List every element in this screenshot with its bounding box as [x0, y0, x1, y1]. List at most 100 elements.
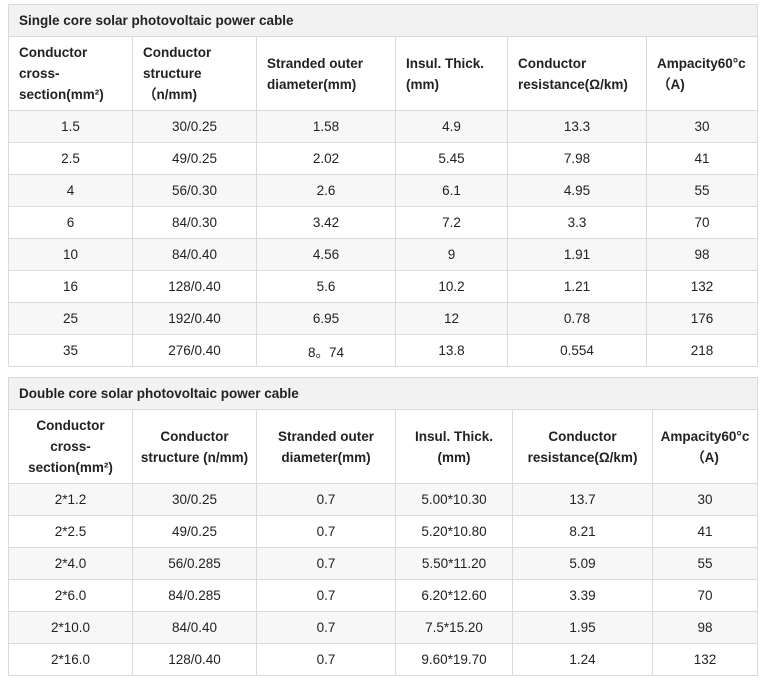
table-row: 25 192/0.40 6.95 12 0.78 176	[8, 302, 759, 335]
table-cell: 1.91	[507, 238, 647, 271]
table-cell: 30/0.25	[132, 110, 257, 143]
table-cell: 7.98	[507, 142, 647, 175]
table-row: 16 128/0.40 5.6 10.2 1.21 132	[8, 270, 759, 303]
table-cell: 1.5	[8, 110, 133, 143]
column-header: Stranded outer diameter(mm)	[256, 36, 396, 111]
table-cell: 5.20*10.80	[395, 515, 513, 548]
table-cell: 128/0.40	[132, 643, 257, 676]
table-cell: 98	[645, 238, 759, 271]
table-cell: 2*6.0	[8, 579, 133, 612]
table-cell: 13.8	[395, 334, 508, 367]
table-cell: 98	[652, 611, 758, 644]
table-cell: 4.95	[507, 174, 647, 207]
table-cell: 0.7	[256, 643, 396, 676]
table-cell: 176	[645, 302, 759, 335]
table-cell: 3.42	[256, 206, 396, 239]
table-cell: 4.56	[256, 238, 396, 271]
table-cell: 0.554	[507, 334, 647, 367]
table-cell: 192/0.40	[132, 302, 257, 335]
table-cell: 132	[652, 643, 758, 676]
table-cell: 2*1.2	[8, 483, 133, 516]
table-cell: 70	[652, 579, 758, 612]
table-cell: 41	[652, 515, 758, 548]
column-header: Insul. Thick. (mm)	[395, 36, 508, 111]
column-header: Conductor cross-section(mm²)	[8, 409, 133, 484]
single-core-cable-table: Single core solar photovoltaic power cab…	[7, 4, 759, 367]
table-cell: 3.3	[507, 206, 647, 239]
table-cell: 9.60*19.70	[395, 643, 513, 676]
table-cell: 5.09	[512, 547, 653, 580]
column-header: Insul. Thick. (mm)	[395, 409, 513, 484]
table-cell: 16	[8, 270, 133, 303]
table-cell: 0.7	[256, 579, 396, 612]
table-cell: 49/0.25	[132, 142, 257, 175]
table-cell: 2*2.5	[8, 515, 133, 548]
table-header-row: Conductor cross-section(mm²) Conductor s…	[8, 36, 759, 111]
table-cell: 0.7	[256, 611, 396, 644]
table-cell: 7.2	[395, 206, 508, 239]
table-cell: 35	[8, 334, 133, 367]
table-cell: 13.3	[507, 110, 647, 143]
table-row: 10 84/0.40 4.56 9 1.91 98	[8, 238, 759, 271]
table-row: 2*2.5 49/0.25 0.7 5.20*10.80 8.21 41	[8, 515, 758, 548]
table-row: 2.5 49/0.25 2.02 5.45 7.98 41	[8, 142, 759, 175]
table-cell: 0.7	[256, 547, 396, 580]
table-cell: 1.95	[512, 611, 653, 644]
table-cell: 84/0.30	[132, 206, 257, 239]
table-cell: 2.02	[256, 142, 396, 175]
table-cell: 9	[395, 238, 508, 271]
table-cell: 6.95	[256, 302, 396, 335]
table-cell: 84/0.40	[132, 611, 257, 644]
table-row: 2*10.0 84/0.40 0.7 7.5*15.20 1.95 98	[8, 611, 758, 644]
table-cell: 2*4.0	[8, 547, 133, 580]
table-cell: 6	[8, 206, 133, 239]
column-header: Conductor structure （n/mm)	[132, 36, 257, 111]
table-row: 2*6.0 84/0.285 0.7 6.20*12.60 3.39 70	[8, 579, 758, 612]
table-row: 4 56/0.30 2.6 6.1 4.95 55	[8, 174, 759, 207]
table-cell: 5.50*11.20	[395, 547, 513, 580]
table-cell: 8.21	[512, 515, 653, 548]
table-cell: 30	[652, 483, 758, 516]
column-header: Conductor structure (n/mm)	[132, 409, 257, 484]
table-cell: 0.7	[256, 483, 396, 516]
table-cell: 12	[395, 302, 508, 335]
table-row: 2*16.0 128/0.40 0.7 9.60*19.70 1.24 132	[8, 643, 758, 676]
table-cell: 5.6	[256, 270, 396, 303]
column-header: Ampacity60°c（A)	[652, 409, 758, 484]
table-cell: 56/0.30	[132, 174, 257, 207]
table-row: 2*1.2 30/0.25 0.7 5.00*10.30 13.7 30	[8, 483, 758, 516]
table-cell: 25	[8, 302, 133, 335]
table-row: 6 84/0.30 3.42 7.2 3.3 70	[8, 206, 759, 239]
table-cell: 7.5*15.20	[395, 611, 513, 644]
table-cell: 218	[645, 334, 759, 367]
table-body: 1.5 30/0.25 1.58 4.9 13.3 30 2.5 49/0.25 2.02 5.4…	[8, 110, 759, 367]
table-cell: 4.9	[395, 110, 508, 143]
column-header: Conductor resistance(Ω/km)	[512, 409, 653, 484]
table-caption: Double core solar photovoltaic power cab…	[8, 377, 758, 410]
table-cell: 6.1	[395, 174, 508, 207]
table-cell: 3.39	[512, 579, 653, 612]
table-cell: 4	[8, 174, 133, 207]
table-cell: 8。74	[256, 334, 396, 367]
table-cell: 84/0.285	[132, 579, 257, 612]
table-row: 35 276/0.40 8。74 13.8 0.554 218	[8, 334, 759, 367]
table-cell: 10.2	[395, 270, 508, 303]
table-cell: 1.58	[256, 110, 396, 143]
table-cell: 1.24	[512, 643, 653, 676]
table-cell: 276/0.40	[132, 334, 257, 367]
table-cell: 132	[645, 270, 759, 303]
table-cell: 84/0.40	[132, 238, 257, 271]
double-core-cable-table: Double core solar photovoltaic power cab…	[8, 377, 758, 676]
column-header: Stranded outer diameter(mm)	[256, 409, 396, 484]
column-header: Conductor resistance(Ω/km)	[507, 36, 647, 111]
table-cell: 1.21	[507, 270, 647, 303]
table-cell: 56/0.285	[132, 547, 257, 580]
table-cell: 5.00*10.30	[395, 483, 513, 516]
table-cell: 30	[645, 110, 759, 143]
table-caption: Single core solar photovoltaic power cab…	[7, 4, 759, 37]
table-cell: 2.5	[8, 142, 133, 175]
table-cell: 55	[652, 547, 758, 580]
table-body: 2*1.2 30/0.25 0.7 5.00*10.30 13.7 30 2*2.5 49/0…	[8, 483, 758, 676]
table-cell: 0.78	[507, 302, 647, 335]
table-cell: 30/0.25	[132, 483, 257, 516]
